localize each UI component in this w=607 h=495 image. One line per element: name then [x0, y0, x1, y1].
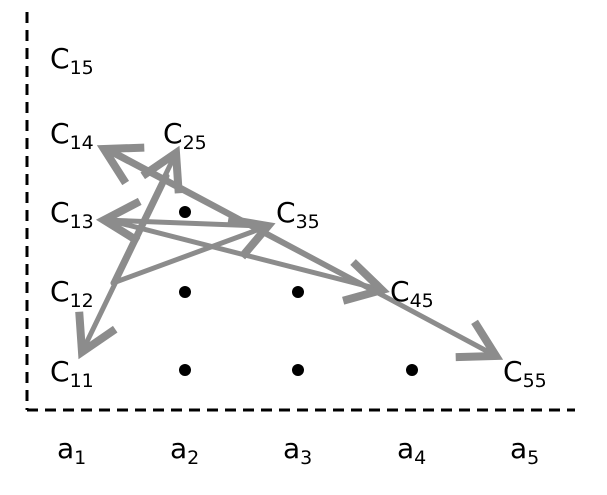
matrix-dot: [406, 364, 418, 376]
arrow-c12-to-c35: [110, 215, 276, 286]
matrix-dot: [179, 206, 191, 218]
cell-label-c35: C35: [276, 196, 320, 233]
column-label-a2: a2: [170, 432, 199, 469]
column-label-a5: a5: [510, 432, 539, 469]
cell-label-c45: C45: [390, 275, 434, 312]
cell-label-c15: C15: [50, 42, 94, 79]
arrow-c12-to-c25: [110, 145, 183, 286]
column-label-a4: a4: [397, 432, 426, 469]
column-label-a1: a1: [57, 432, 86, 469]
matrix-dot: [179, 364, 191, 376]
dot-layer: [179, 206, 418, 376]
arrow-c13-to-c45: [105, 217, 390, 305]
matrix-dot: [292, 286, 304, 298]
cell-label-c12: C12: [50, 275, 94, 312]
arrow-c35-to-c13: [95, 197, 263, 245]
cell-label-c13: C13: [50, 196, 94, 233]
matrix-dot: [179, 286, 191, 298]
column-label-a3: a3: [283, 432, 312, 469]
cell-label-c11: C11: [50, 355, 94, 392]
matrix-dot: [292, 364, 304, 376]
arrow-layer: [75, 143, 504, 362]
cell-label-c14: C14: [50, 117, 94, 154]
arrow-c14-to-c55: [108, 147, 504, 362]
cell-label-c55: C55: [503, 355, 547, 392]
cell-label-c25: C25: [163, 117, 207, 154]
